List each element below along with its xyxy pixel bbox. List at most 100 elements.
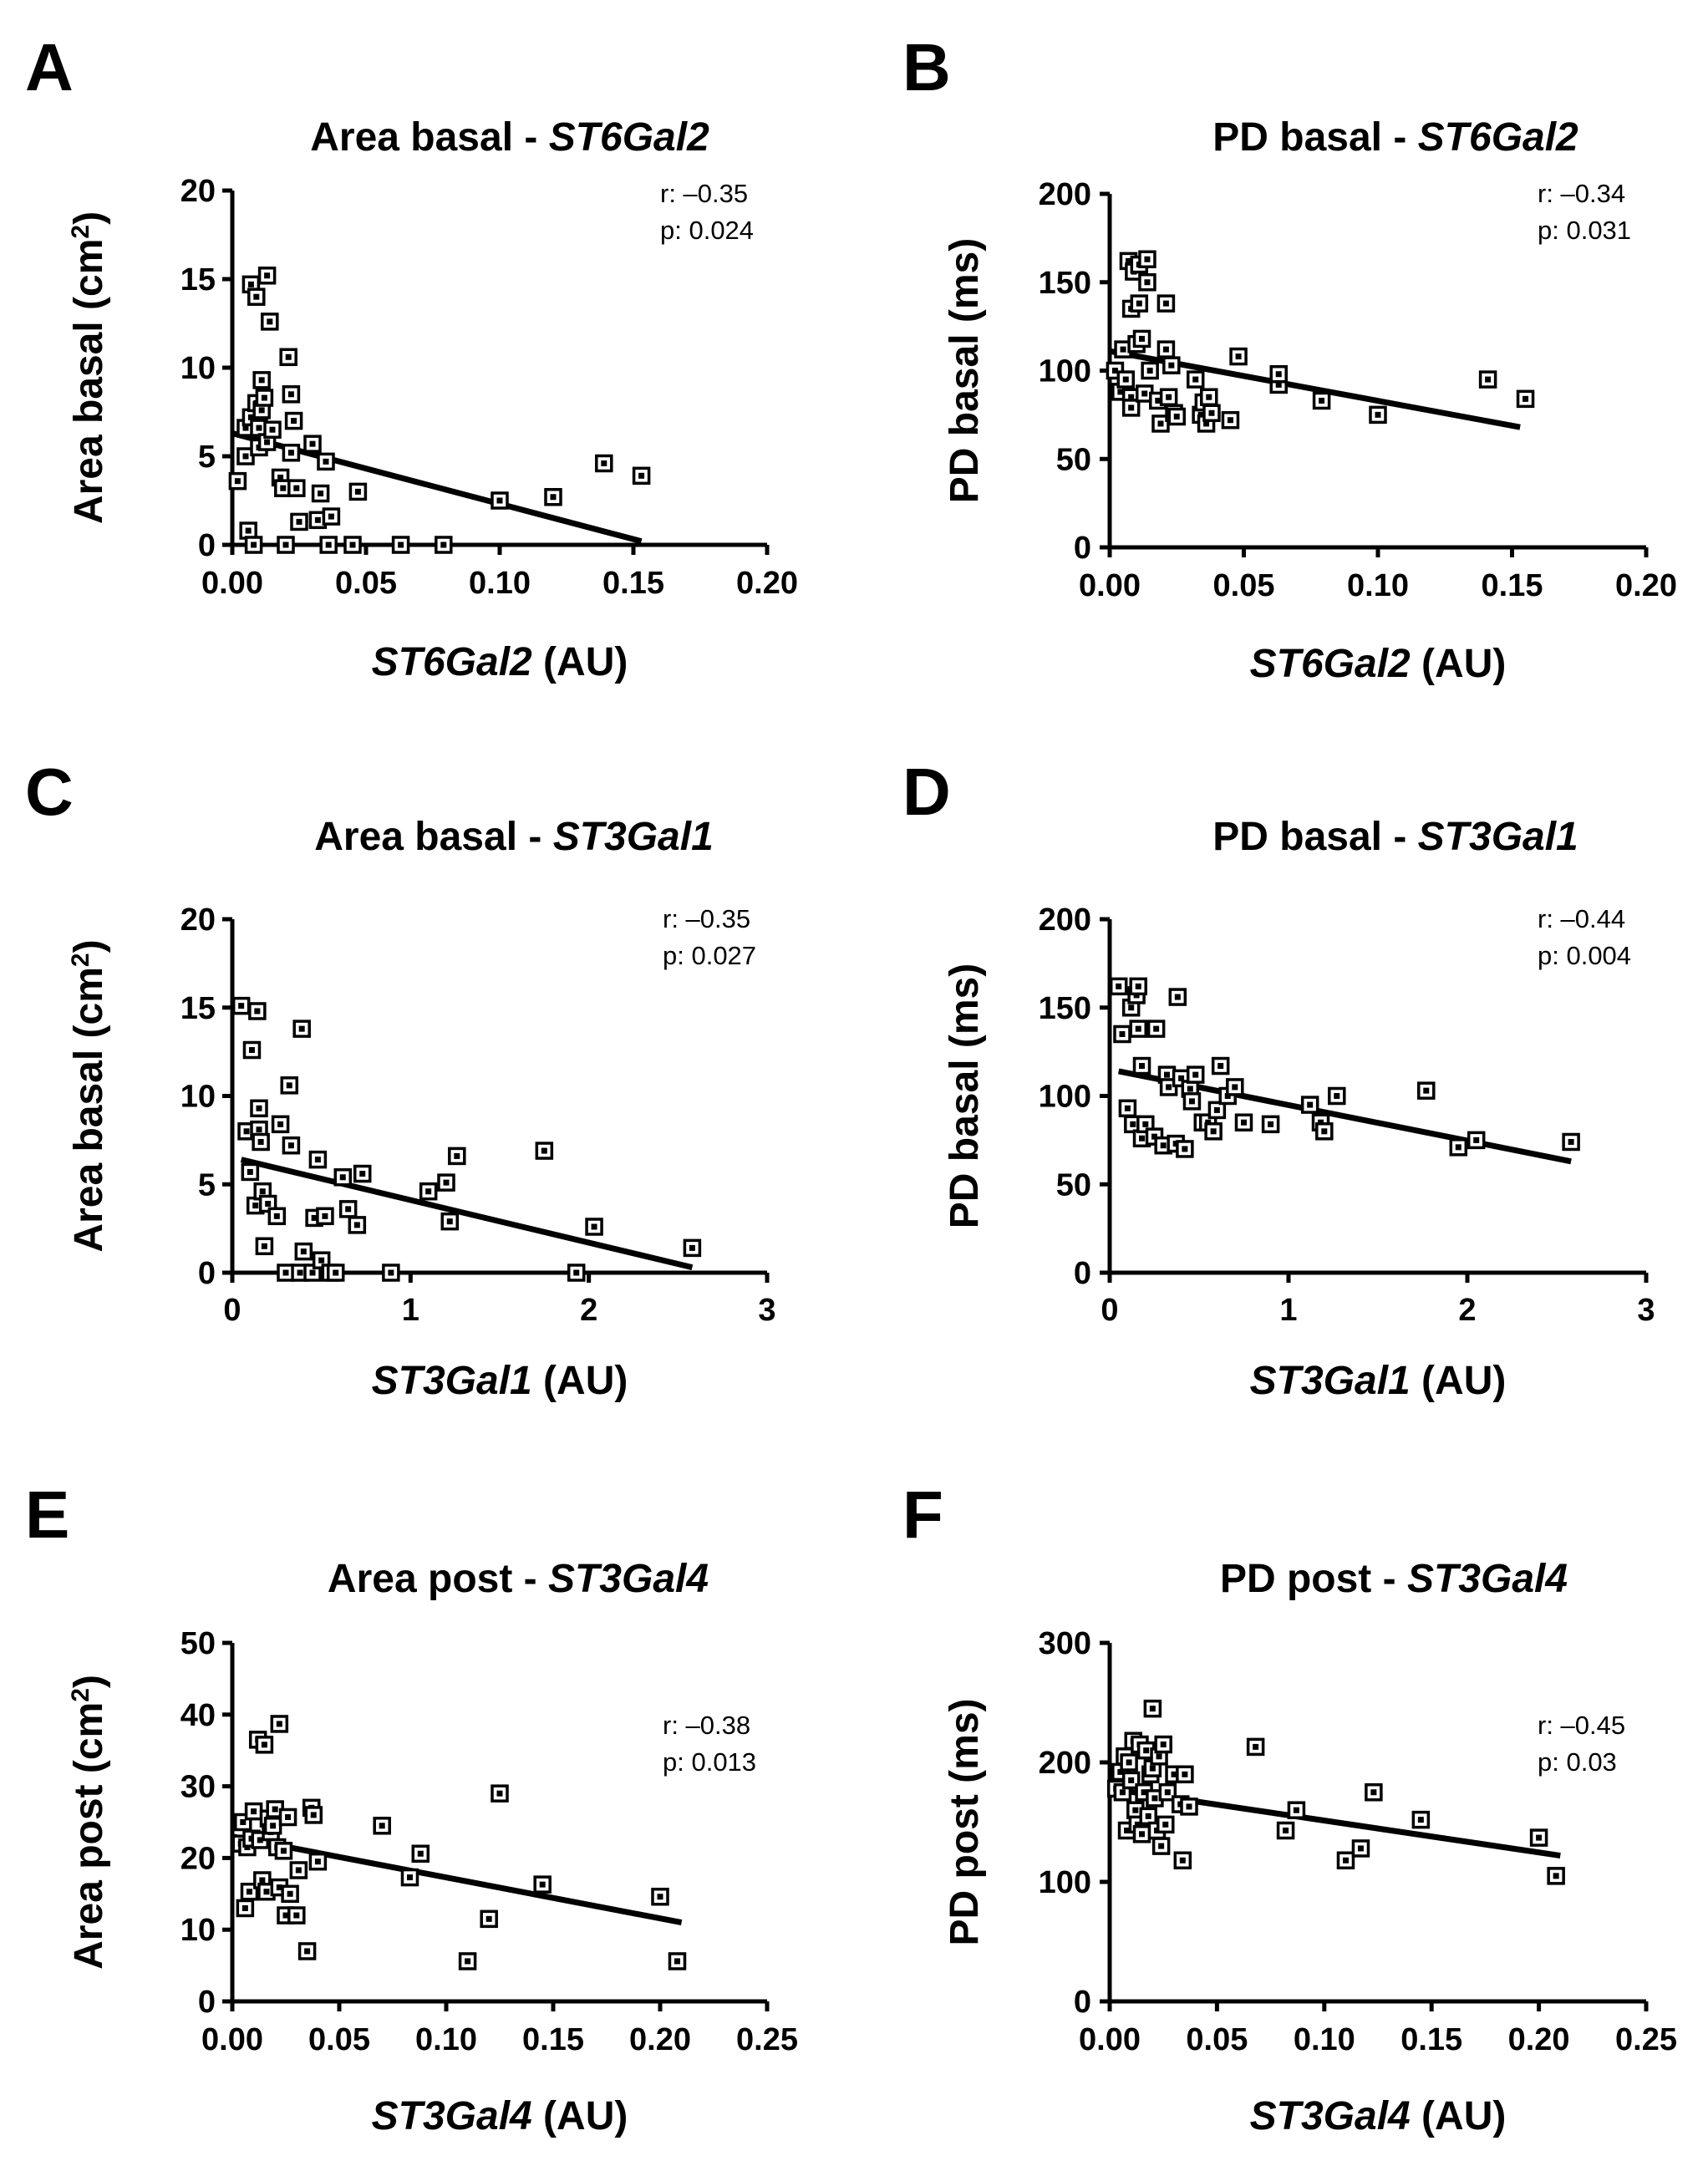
data-point-center bbox=[314, 1157, 321, 1163]
data-point bbox=[1118, 1099, 1137, 1118]
x-tick-label: 1 bbox=[1279, 1293, 1297, 1328]
data-point-center bbox=[550, 494, 557, 501]
data-point bbox=[244, 1802, 263, 1821]
data-point-center bbox=[1141, 390, 1148, 397]
chart-title-prefix: PD basal - bbox=[1212, 815, 1417, 859]
x-tick-label: 1 bbox=[402, 1293, 419, 1328]
data-point bbox=[1351, 1839, 1370, 1858]
data-point bbox=[683, 1238, 702, 1258]
data-point bbox=[333, 1168, 353, 1187]
data-point-center bbox=[314, 1858, 321, 1865]
data-point bbox=[1312, 391, 1331, 410]
data-point bbox=[271, 1115, 290, 1134]
y-tick-label: 20 bbox=[180, 1841, 216, 1876]
data-point-center bbox=[1160, 1742, 1167, 1748]
x-tick-label: 3 bbox=[1637, 1293, 1655, 1328]
data-point-center bbox=[1232, 1084, 1238, 1091]
data-point-center bbox=[1227, 417, 1233, 424]
data-point-center bbox=[1139, 1831, 1146, 1838]
x-axis-label-gene: ST6Gal2 bbox=[1250, 642, 1411, 686]
data-point-center bbox=[1173, 413, 1180, 419]
data-point-center bbox=[272, 1806, 278, 1813]
y-tick-label: 0 bbox=[198, 528, 216, 563]
data-point bbox=[1417, 1081, 1436, 1100]
data-point bbox=[1207, 1101, 1227, 1120]
data-point bbox=[261, 313, 279, 331]
p-value: p: 0.013 bbox=[663, 1747, 756, 1777]
data-point bbox=[282, 1136, 301, 1155]
data-point bbox=[535, 1142, 554, 1160]
data-point-center bbox=[256, 1105, 262, 1111]
data-point bbox=[1449, 1138, 1468, 1157]
data-point bbox=[411, 1844, 430, 1864]
data-point bbox=[1154, 1735, 1172, 1754]
chart-title-prefix: PD basal - bbox=[1212, 115, 1417, 160]
data-point bbox=[255, 389, 274, 407]
data-point bbox=[632, 466, 651, 486]
y-tick-label: 0 bbox=[198, 1256, 216, 1291]
data-point-center bbox=[1334, 1093, 1340, 1099]
y-axis-label: PD basal (ms) bbox=[943, 964, 987, 1228]
panel-b: B PD basal - ST6Gal2 0 50 100 150 200 0.00 0.05 0… bbox=[902, 30, 1677, 686]
y-tick-label: 40 bbox=[180, 1698, 216, 1733]
data-point-center bbox=[1130, 1121, 1136, 1127]
data-point-center bbox=[318, 491, 324, 497]
chart-title: Area basal - ST6Gal2 bbox=[310, 115, 709, 160]
chart-title-gene: ST3Gal4 bbox=[548, 1557, 709, 1601]
data-point-center bbox=[276, 1884, 282, 1891]
x-tick-label: 0 bbox=[223, 1293, 241, 1328]
data-point bbox=[1547, 1867, 1565, 1885]
data-point-center bbox=[269, 426, 276, 433]
p-value: p: 0.03 bbox=[1538, 1747, 1617, 1777]
data-point-center bbox=[248, 1047, 255, 1054]
data-point-center bbox=[322, 1213, 328, 1219]
data-point bbox=[1173, 1851, 1192, 1870]
data-point bbox=[448, 1147, 466, 1166]
y-axis-label-superscript: 2 bbox=[67, 953, 94, 967]
y-tick-label: 100 bbox=[1039, 1865, 1091, 1900]
data-point-center bbox=[1283, 1828, 1289, 1834]
data-point-center bbox=[243, 1128, 250, 1135]
data-point bbox=[1138, 250, 1156, 269]
data-point-center bbox=[277, 474, 284, 481]
data-point bbox=[1478, 370, 1497, 389]
data-point bbox=[317, 452, 335, 471]
data-point bbox=[1287, 1801, 1306, 1819]
data-point-center bbox=[1307, 1101, 1314, 1108]
panel-f: F PD post - ST3Gal4 0 100 200 300 0.00 0.05 0.10… bbox=[902, 1477, 1677, 2138]
data-point-center bbox=[1455, 1144, 1461, 1151]
data-point bbox=[228, 471, 247, 491]
x-axis-label-gene: ST3Gal1 bbox=[1250, 1359, 1411, 1403]
data-point-center bbox=[359, 1171, 366, 1177]
data-point-center bbox=[1136, 300, 1142, 307]
data-point-center bbox=[1111, 368, 1118, 374]
data-point-center bbox=[1174, 994, 1181, 1000]
data-point-center bbox=[1143, 1747, 1150, 1754]
data-point-center bbox=[1275, 381, 1282, 388]
data-point-center bbox=[296, 518, 302, 525]
data-point bbox=[1156, 1815, 1175, 1834]
data-point bbox=[284, 411, 303, 430]
data-point bbox=[382, 1264, 400, 1282]
data-point-center bbox=[1139, 1063, 1146, 1070]
data-point bbox=[1186, 370, 1205, 389]
data-point-center bbox=[328, 513, 334, 520]
data-point-center bbox=[309, 440, 316, 447]
data-point bbox=[651, 1887, 669, 1906]
y-tick-label: 20 bbox=[180, 903, 216, 938]
x-tick-label: 0.20 bbox=[736, 566, 798, 601]
y-tick-label: 0 bbox=[1074, 531, 1091, 566]
data-point-center bbox=[345, 1206, 352, 1213]
data-point-center bbox=[1178, 1075, 1185, 1081]
data-point bbox=[585, 1218, 603, 1236]
data-point bbox=[277, 1264, 295, 1282]
data-point-center bbox=[1187, 1086, 1193, 1092]
data-point bbox=[231, 996, 251, 1015]
x-axis-label-unit: (AU) bbox=[1411, 2094, 1507, 2138]
data-point-center bbox=[304, 1948, 311, 1955]
data-point-center bbox=[1171, 1771, 1177, 1777]
y-axis-label-text: Area basal (cm bbox=[67, 967, 111, 1253]
data-point-center bbox=[261, 1742, 267, 1748]
data-point bbox=[1562, 1132, 1580, 1152]
